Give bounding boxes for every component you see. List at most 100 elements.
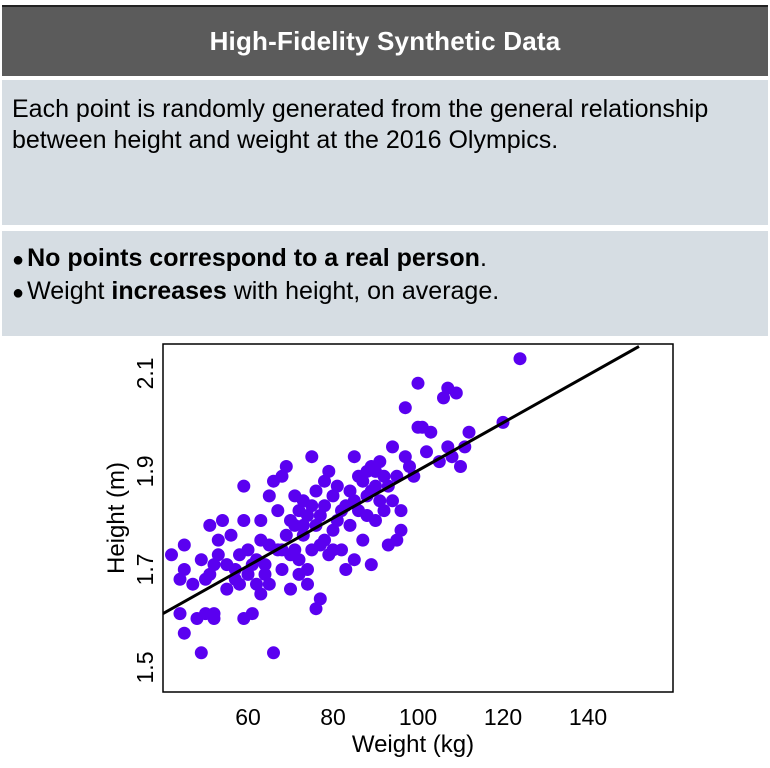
data-point: [194, 646, 208, 660]
data-point: [279, 460, 293, 473]
data-point: [441, 440, 455, 454]
data-point: [224, 528, 238, 542]
title-bar: High-Fidelity Synthetic Data: [2, 5, 768, 78]
data-point: [364, 558, 378, 572]
data-point: [305, 499, 319, 513]
data-point: [339, 563, 353, 576]
data-point: [335, 543, 348, 557]
bullet-panel: ● No points correspond to a real person. …: [2, 231, 768, 336]
data-point: [369, 479, 382, 493]
data-point: [398, 450, 412, 464]
data-point: [173, 572, 187, 586]
data-point: [330, 479, 344, 493]
data-point: [386, 440, 399, 454]
data-point: [377, 469, 391, 483]
data-point: [271, 504, 285, 518]
data-point: [301, 563, 314, 576]
data-point: [347, 553, 361, 567]
bullet-dot-icon: ●: [12, 282, 25, 304]
y-axis-label: Height (m): [103, 462, 130, 574]
data-point: [369, 514, 382, 527]
data-point: [318, 499, 331, 513]
data-point: [250, 577, 263, 591]
data-point: [403, 460, 416, 473]
data-point: [513, 352, 527, 366]
data-point: [309, 602, 323, 616]
axis-ticks: 60 80 100 120 140 1.5 1.7 1.9 2.1: [132, 357, 607, 730]
data-point: [165, 548, 178, 562]
data-point: [322, 464, 336, 478]
bullet-text: Weight: [27, 277, 112, 305]
data-point: [356, 474, 370, 488]
data-point: [313, 592, 327, 606]
data-point: [254, 587, 268, 601]
data-point: [437, 391, 450, 405]
data-point: [267, 646, 280, 660]
data-point: [207, 607, 221, 621]
bullet-bold-text: increases: [111, 277, 227, 305]
data-point: [309, 484, 323, 498]
data-point: [177, 626, 191, 640]
data-point: [288, 543, 302, 557]
description-text: Each point is randomly generated from th…: [12, 95, 709, 154]
y-tick-label: 1.7: [132, 553, 158, 585]
x-tick-label: 140: [569, 704, 607, 730]
data-point: [394, 504, 408, 518]
y-tick-label: 1.9: [132, 455, 158, 487]
data-point: [241, 567, 255, 581]
data-point: [237, 479, 251, 493]
data-point: [284, 582, 297, 596]
data-point: [262, 577, 276, 591]
data-point: [356, 533, 370, 547]
x-tick-label: 100: [399, 704, 437, 730]
data-point: [216, 514, 229, 527]
data-point: [275, 469, 289, 483]
description-panel: Each point is randomly generated from th…: [2, 80, 768, 225]
data-point: [203, 567, 217, 581]
data-point: [186, 577, 200, 591]
data-point: [177, 538, 191, 552]
data-point: [203, 518, 217, 532]
data-point: [262, 489, 276, 503]
data-point: [373, 455, 387, 469]
data-point: [343, 484, 357, 498]
x-tick-label: 120: [484, 704, 522, 730]
data-point: [394, 523, 408, 537]
data-point: [258, 558, 272, 572]
y-tick-label: 2.1: [132, 357, 158, 389]
data-point: [462, 425, 476, 439]
data-point: [275, 563, 289, 576]
data-point: [301, 577, 314, 591]
data-point: [233, 577, 246, 591]
data-point: [237, 514, 251, 527]
data-point: [211, 548, 225, 562]
data-point: [254, 514, 268, 527]
bullet-bold-text: No points correspond to a real person: [27, 244, 480, 272]
data-point: [296, 518, 310, 532]
data-point: [347, 450, 361, 464]
data-point: [207, 558, 221, 572]
data-point: [177, 563, 191, 576]
data-point: [211, 533, 225, 547]
data-point: [326, 489, 340, 503]
chart-marks: [163, 345, 640, 660]
data-point: [390, 533, 404, 547]
data-point: [318, 533, 331, 547]
bullet-dot-icon: ●: [12, 249, 25, 271]
x-tick-label: 80: [320, 704, 346, 730]
data-point: [305, 450, 319, 464]
data-point: [292, 553, 306, 567]
data-point: [398, 401, 412, 415]
plot-frame: [162, 343, 674, 693]
data-point: [449, 386, 463, 400]
bullet-item: ● Weight increases with height, on averag…: [12, 276, 758, 309]
scatter-chart: 60 80 100 120 140 1.5 1.7 1.9 2.1 Weight (kg) He…: [103, 343, 674, 758]
y-tick-label: 1.5: [132, 652, 158, 684]
data-point: [301, 509, 314, 522]
data-point: [318, 474, 331, 488]
data-point: [377, 504, 391, 518]
data-point: [313, 509, 327, 522]
page-title: High-Fidelity Synthetic Data: [209, 26, 561, 56]
data-point: [241, 543, 255, 557]
data-point: [411, 376, 425, 390]
